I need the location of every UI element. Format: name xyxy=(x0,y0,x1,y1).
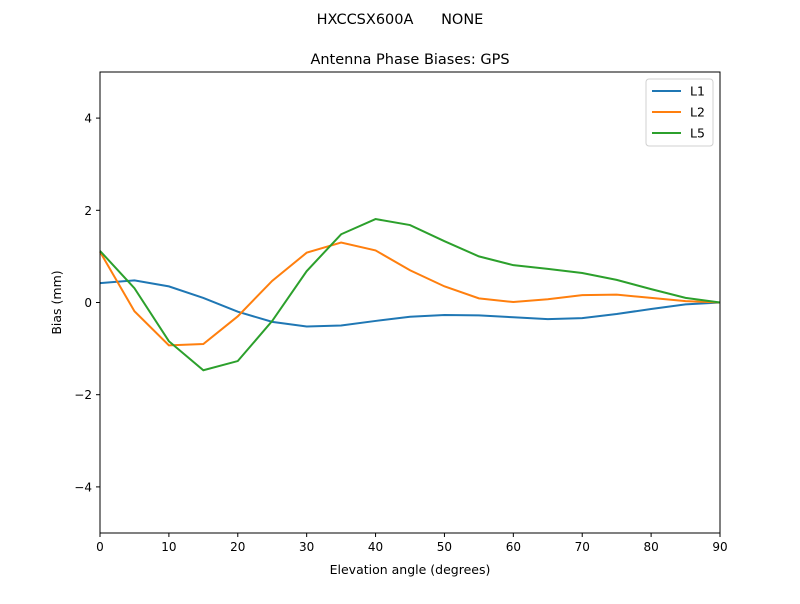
x-axis-label: Elevation angle (degrees) xyxy=(330,562,491,577)
x-tick-label: 60 xyxy=(506,540,521,554)
y-tick-label: −4 xyxy=(74,480,92,494)
x-tick-label: 30 xyxy=(299,540,314,554)
series-line-L1 xyxy=(99,279,721,328)
x-tick-label: 20 xyxy=(230,540,245,554)
x-tick-label: 40 xyxy=(368,540,383,554)
legend-label-L5: L5 xyxy=(690,126,705,141)
x-tick-label: 70 xyxy=(575,540,590,554)
legend-label-L1: L1 xyxy=(690,84,705,99)
x-axis: 0 10 20 30 40 50 60 70 80 90 xyxy=(96,533,728,554)
series-line-L2 xyxy=(99,241,721,347)
x-tick-label: 0 xyxy=(96,540,104,554)
legend-label-L2: L2 xyxy=(690,105,705,120)
y-tick-label: 4 xyxy=(84,112,92,126)
y-tick-label: 2 xyxy=(84,204,92,218)
x-tick-label: 80 xyxy=(643,540,658,554)
y-tick-label: −2 xyxy=(74,388,92,402)
plot-lines xyxy=(99,218,721,372)
x-tick-label: 50 xyxy=(437,540,452,554)
x-tick-label: 90 xyxy=(712,540,727,554)
suptitle: HXCCSX600A NONE xyxy=(317,12,484,28)
y-tick-label: 0 xyxy=(84,296,92,310)
legend: L1 L2 L5 xyxy=(645,78,714,147)
plot-frame xyxy=(99,71,721,534)
y-axis: −4 −2 0 2 4 xyxy=(74,112,100,494)
chart-title: Antenna Phase Biases: GPS xyxy=(310,52,509,68)
x-tick-label: 10 xyxy=(161,540,176,554)
series-line-L5 xyxy=(99,218,721,372)
y-axis-label: Bias (mm) xyxy=(49,270,64,334)
